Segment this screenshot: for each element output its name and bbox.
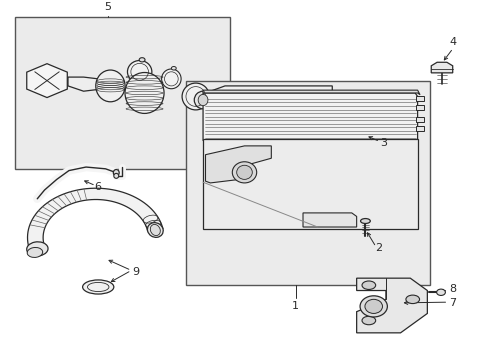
Ellipse shape xyxy=(236,165,252,179)
Ellipse shape xyxy=(27,247,42,257)
Ellipse shape xyxy=(161,69,181,89)
Ellipse shape xyxy=(127,60,152,83)
Ellipse shape xyxy=(361,281,375,289)
Polygon shape xyxy=(27,188,163,251)
Polygon shape xyxy=(203,139,417,229)
Ellipse shape xyxy=(171,67,176,70)
Ellipse shape xyxy=(147,222,163,237)
Bar xyxy=(185,81,429,285)
Ellipse shape xyxy=(361,316,375,325)
Text: 2: 2 xyxy=(374,243,382,253)
Text: 1: 1 xyxy=(292,301,299,311)
Ellipse shape xyxy=(96,70,125,102)
Ellipse shape xyxy=(113,170,119,176)
Polygon shape xyxy=(205,146,271,183)
Ellipse shape xyxy=(114,174,119,178)
Text: 8: 8 xyxy=(448,284,455,294)
Polygon shape xyxy=(68,77,105,91)
Ellipse shape xyxy=(82,280,114,294)
Ellipse shape xyxy=(125,72,163,113)
Polygon shape xyxy=(27,64,67,98)
Polygon shape xyxy=(203,86,331,105)
Ellipse shape xyxy=(27,242,48,256)
Polygon shape xyxy=(356,278,427,333)
Text: 7: 7 xyxy=(448,298,455,308)
Ellipse shape xyxy=(150,224,160,235)
Polygon shape xyxy=(415,105,423,109)
Polygon shape xyxy=(203,93,417,141)
Ellipse shape xyxy=(360,219,369,224)
Ellipse shape xyxy=(232,162,256,183)
Text: 9: 9 xyxy=(132,267,139,277)
Ellipse shape xyxy=(139,58,145,62)
Polygon shape xyxy=(203,90,419,95)
Ellipse shape xyxy=(194,91,211,109)
Polygon shape xyxy=(415,117,423,122)
Text: 6: 6 xyxy=(95,182,102,192)
Ellipse shape xyxy=(436,289,445,296)
Ellipse shape xyxy=(405,295,419,303)
Bar xyxy=(15,17,229,169)
Ellipse shape xyxy=(198,94,207,106)
Polygon shape xyxy=(430,62,452,73)
Polygon shape xyxy=(303,213,356,227)
Polygon shape xyxy=(415,96,423,101)
Text: 3: 3 xyxy=(379,138,386,148)
Ellipse shape xyxy=(182,83,209,110)
Ellipse shape xyxy=(364,299,382,314)
Text: 5: 5 xyxy=(104,2,111,12)
Polygon shape xyxy=(415,126,423,131)
Text: 4: 4 xyxy=(448,37,456,47)
Ellipse shape xyxy=(359,296,386,317)
